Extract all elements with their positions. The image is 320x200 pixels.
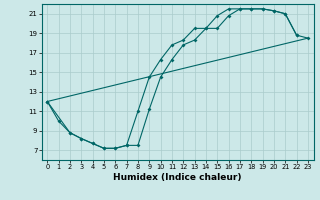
X-axis label: Humidex (Indice chaleur): Humidex (Indice chaleur) (113, 173, 242, 182)
